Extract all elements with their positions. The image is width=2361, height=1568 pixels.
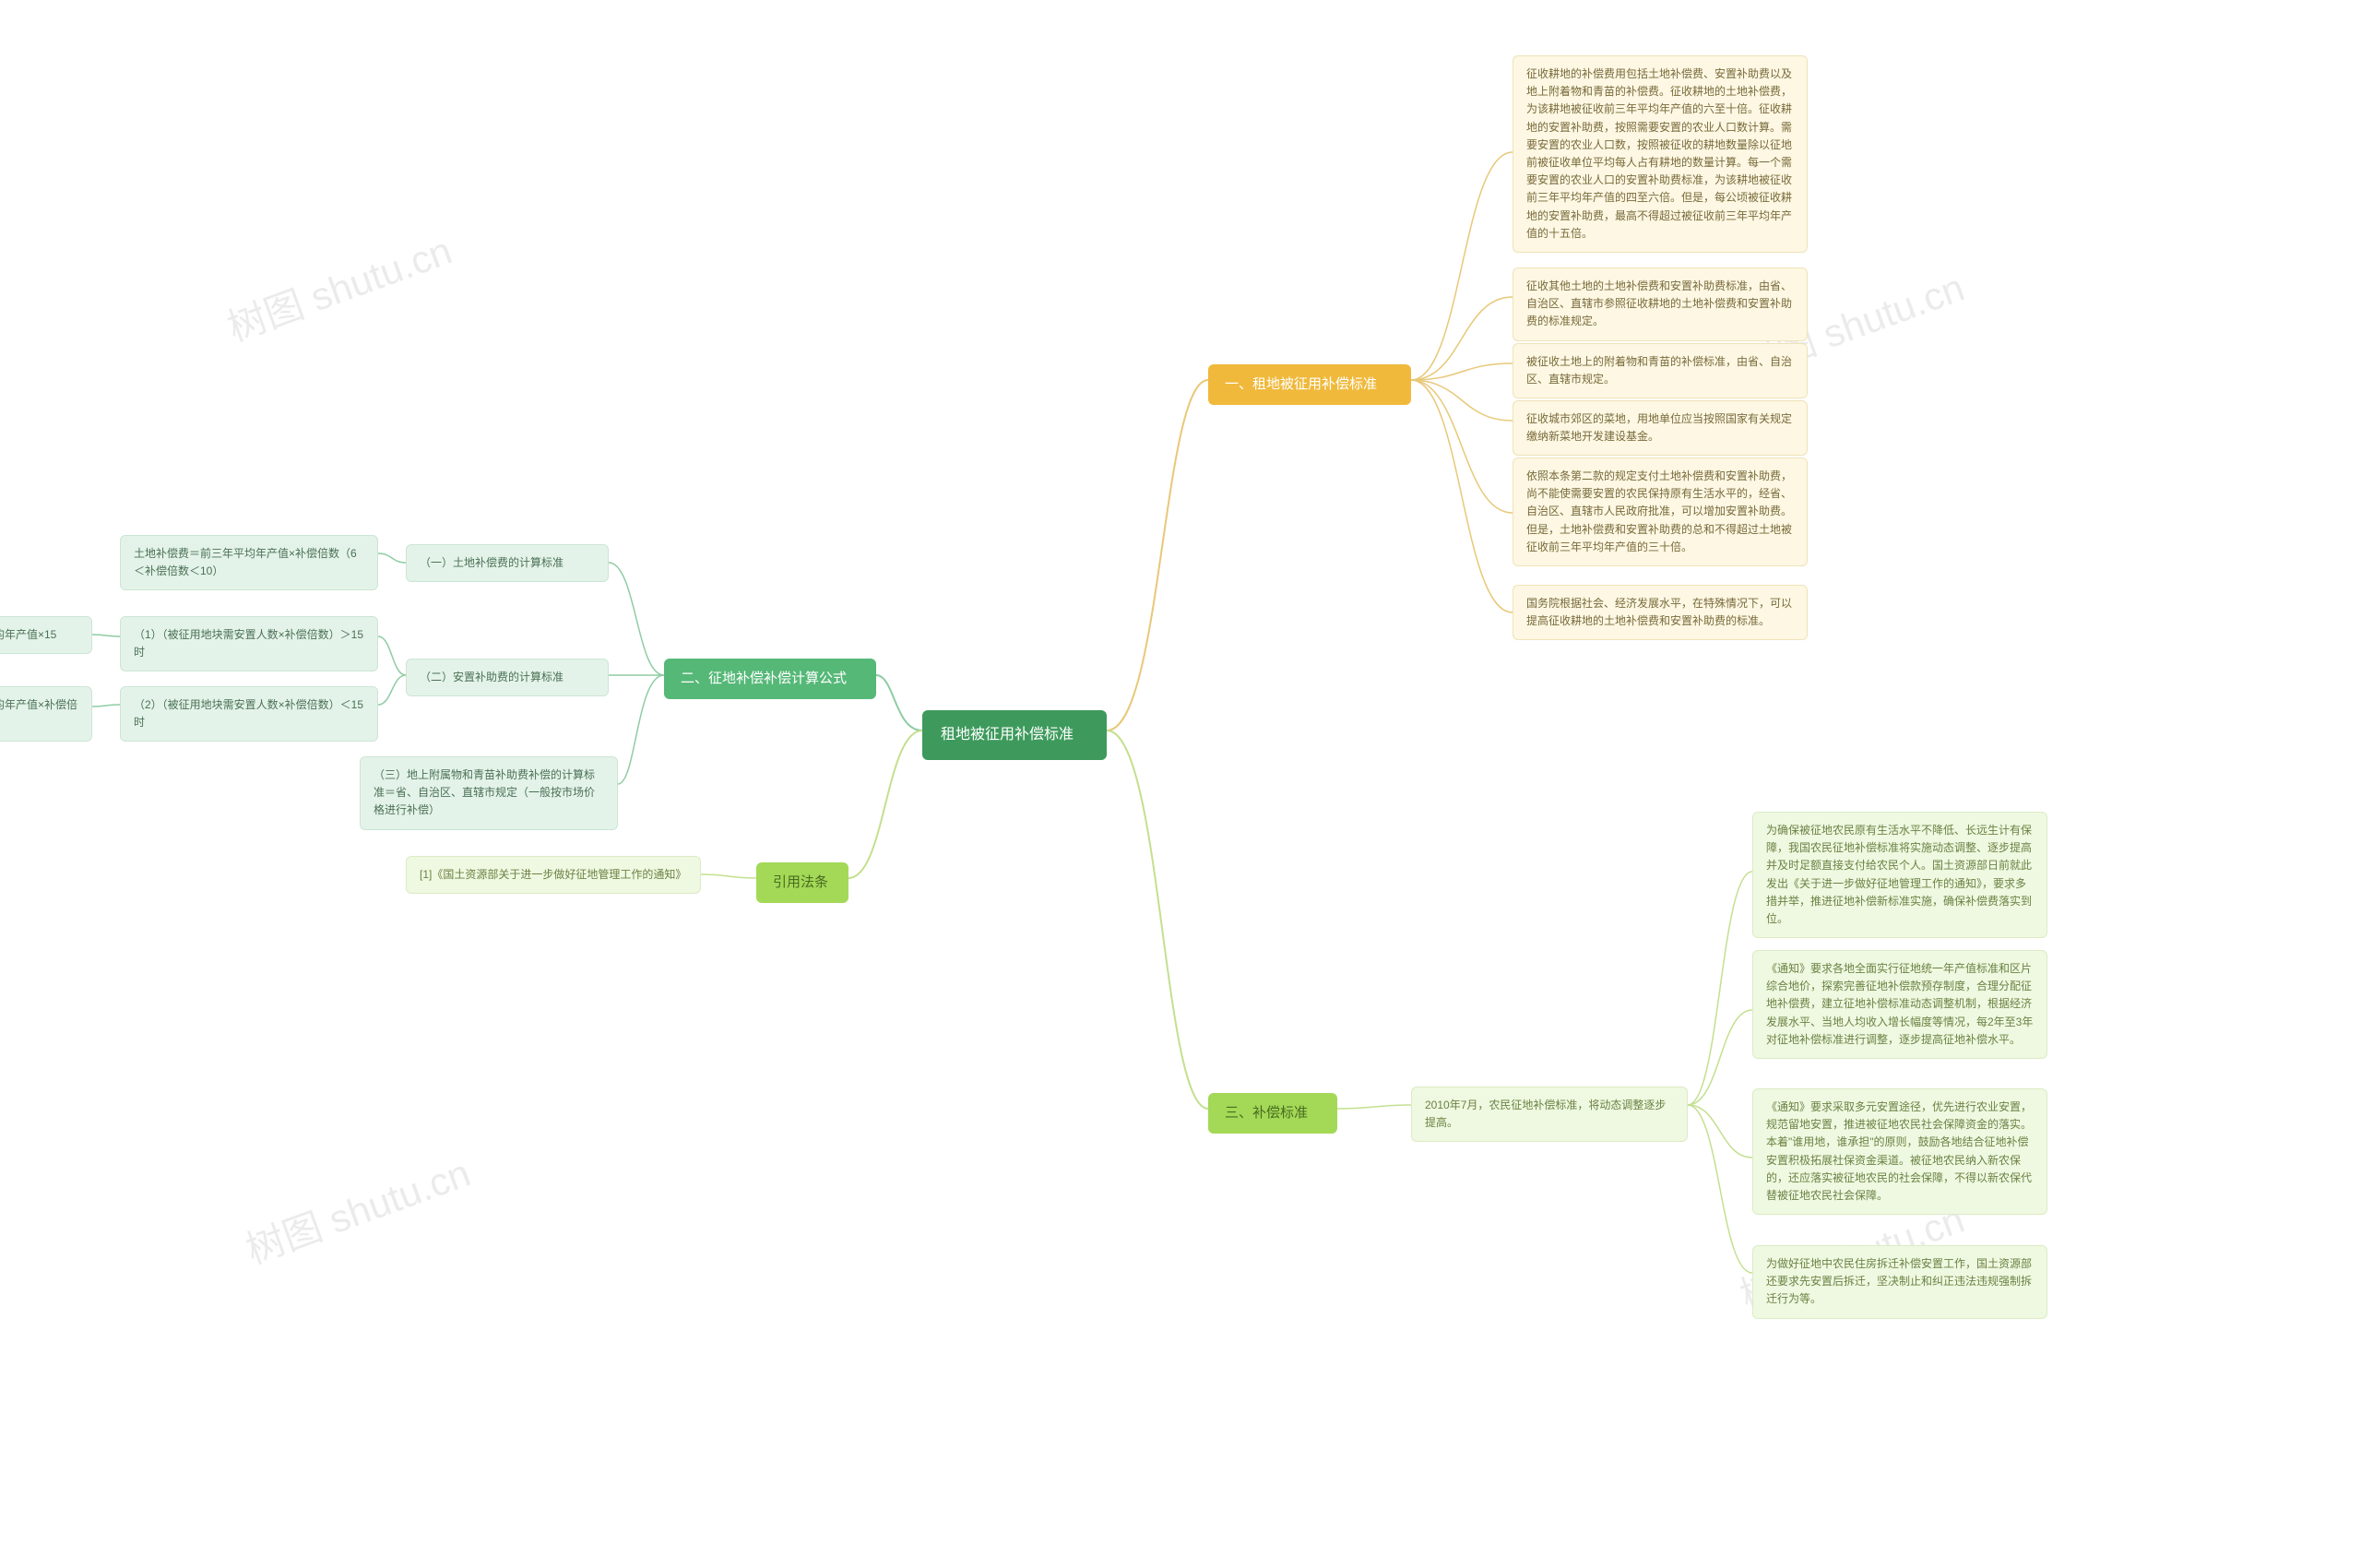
branch-1-leaf: 征收城市郊区的菜地，用地单位应当按照国家有关规定缴纳新菜地开发建设基金。 (1513, 400, 1808, 456)
branch-2-sub-3: （三）地上附属物和青苗补助费补偿的计算标准＝省、自治区、直辖市规定（一般按市场价… (360, 756, 618, 830)
branch-3-leaf: 《通知》要求各地全面实行征地统一年产值标准和区片综合地价，探索完善征地补偿款预存… (1752, 950, 2047, 1059)
branch-1-leaf: 国务院根据社会、经济发展水平，在特殊情况下，可以提高征收耕地的土地补偿费和安置补… (1513, 585, 1808, 640)
branch-3-mid: 2010年7月，农民征地补偿标准，将动态调整逐步提高。 (1411, 1087, 1688, 1142)
branch-2-sub-2-leaf-1-child: 总安置费＝该被征地块前三年平均年产值×15 (0, 616, 92, 654)
branch-2-sub-1[interactable]: （一）土地补偿费的计算标准 (406, 544, 609, 582)
root-node[interactable]: 租地被征用补偿标准 (922, 710, 1107, 760)
branch-2-sub-2-leaf-2-child: 总安置费＝该被征地块前三年平均年产值×补偿倍数×被征地块需安置人数 (0, 686, 92, 742)
branch-2[interactable]: 二、征地补偿补偿计算公式 (664, 659, 876, 699)
watermark: 树图 shutu.cn (237, 1142, 477, 1275)
branch-2-sub-2-leaf-2: （2）（被征用地块需安置人数×补偿倍数）＜15时 (120, 686, 378, 742)
branch-1-leaf: 征收其他土地的土地补偿费和安置补助费标准，由省、自治区、直辖市参照征收耕地的土地… (1513, 267, 1808, 341)
branch-3-leaf: 《通知》要求采取多元安置途径，优先进行农业安置，规范留地安置，推进被征地农民社会… (1752, 1088, 2047, 1215)
branch-ref-leaf: [1]《国土资源部关于进一步做好征地管理工作的通知》 (406, 856, 701, 894)
branch-1-leaf: 依照本条第二款的规定支付土地补偿费和安置补助费，尚不能使需要安置的农民保持原有生… (1513, 457, 1808, 566)
branch-2-sub-2[interactable]: （二）安置补助费的计算标准 (406, 659, 609, 696)
branch-1-leaf: 被征收土地上的附着物和青苗的补偿标准，由省、自治区、直辖市规定。 (1513, 343, 1808, 398)
branch-2-sub-1-leaf: 土地补偿费＝前三年平均年产值×补偿倍数（6＜补偿倍数＜10） (120, 535, 378, 590)
branch-ref[interactable]: 引用法条 (756, 862, 848, 903)
branch-2-sub-2-leaf-1: （1）（被征用地块需安置人数×补偿倍数）＞15时 (120, 616, 378, 671)
branch-3-leaf: 为做好征地中农民住房拆迁补偿安置工作，国土资源部还要求先安置后拆迁，坚决制止和纠… (1752, 1245, 2047, 1319)
branch-3[interactable]: 三、补偿标准 (1208, 1093, 1337, 1134)
branch-3-leaf: 为确保被征地农民原有生活水平不降低、长远生计有保障，我国农民征地补偿标准将实施动… (1752, 812, 2047, 938)
watermark: 树图 shutu.cn (219, 220, 458, 352)
branch-1-leaf: 征收耕地的补偿费用包括土地补偿费、安置补助费以及地上附着物和青苗的补偿费。征收耕… (1513, 55, 1808, 253)
branch-1[interactable]: 一、租地被征用补偿标准 (1208, 364, 1411, 405)
connector-lines (0, 0, 2361, 1568)
